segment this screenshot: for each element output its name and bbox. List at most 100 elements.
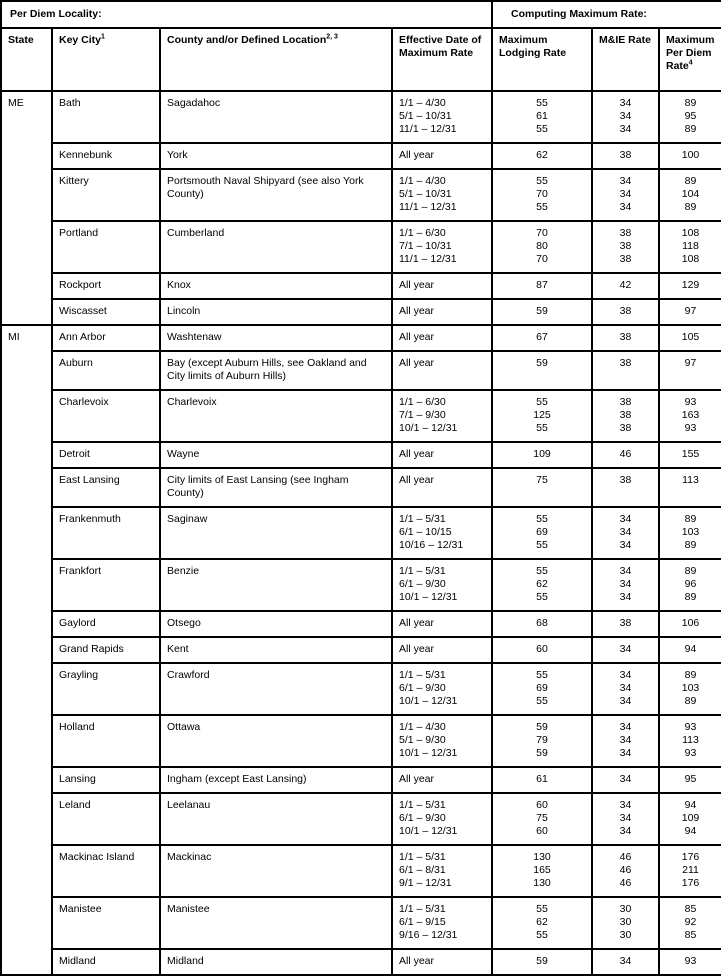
max-per-diem-cell-line: 96 bbox=[684, 578, 697, 590]
lodging-rate-cell: 62 bbox=[491, 142, 593, 170]
max-per-diem-cell-line: 105 bbox=[681, 331, 700, 343]
lodging-rate-cell-line: 70 bbox=[536, 188, 548, 200]
max-per-diem-cell-line: 89 bbox=[684, 539, 697, 551]
mie-rate-cell: 34 34 34 bbox=[591, 558, 660, 612]
effective-date-cell: 1/1 – 4/30 5/1 – 10/31 11/1 – 12/31 bbox=[391, 90, 493, 144]
key-city-cell: Auburn bbox=[51, 350, 161, 391]
lodging-rate-cell-line: 55 bbox=[536, 97, 548, 109]
lodging-rate-cell: 55 125 55 bbox=[491, 389, 593, 443]
lodging-rate-cell-line: 60 bbox=[536, 799, 548, 811]
effective-date-cell-line: 11/1 – 12/31 bbox=[399, 201, 457, 213]
effective-date-cell-line: 11/1 – 12/31 bbox=[399, 253, 457, 265]
mie-rate-cell-line: 34 bbox=[619, 682, 632, 694]
lodging-rate-cell-line: 130 bbox=[533, 851, 551, 863]
table-row: Grand Rapids Kent All year 60 34 94 bbox=[1, 636, 721, 664]
max-per-diem-cell: 93 163 93 bbox=[657, 389, 721, 443]
table-row: ME Bath Sagadahoc 1/1 – 4/30 5/1 – 10/31 11/1… bbox=[0, 90, 721, 326]
lodging-rate-cell-line: 59 bbox=[536, 955, 548, 967]
effective-date-cell: 1/1 – 5/31 6/1 – 8/31 9/1 – 12/31 bbox=[391, 844, 493, 898]
county-cell: Mackinac bbox=[159, 844, 393, 898]
column-header-state: State bbox=[0, 27, 53, 92]
mie-rate-cell: 38 bbox=[591, 610, 660, 638]
mie-rate-cell-line: 34 bbox=[619, 721, 632, 733]
county-cell: Wayne bbox=[159, 441, 393, 469]
lodging-rate-cell: 55 69 55 bbox=[491, 506, 593, 560]
mie-rate-cell: 34 34 34 bbox=[591, 506, 660, 560]
mie-rate-cell: 34 bbox=[591, 636, 660, 664]
lodging-rate-cell-line: 55 bbox=[536, 903, 548, 915]
effective-date-cell: 1/1 – 6/30 7/1 – 9/30 10/1 – 12/31 bbox=[391, 389, 493, 443]
effective-date-cell: All year bbox=[391, 766, 493, 794]
column-header-label: M&IE Rate bbox=[599, 34, 651, 46]
lodging-rate-cell-line: 55 bbox=[536, 565, 548, 577]
effective-date-cell-line: 1/1 – 5/31 bbox=[399, 903, 446, 915]
effective-date-cell: All year bbox=[391, 298, 493, 326]
table-row: Rockport Knox All year 87 42 129 bbox=[1, 272, 721, 300]
county-cell: Sagadahoc bbox=[159, 90, 393, 144]
mie-rate-cell: 34 34 34 bbox=[591, 792, 660, 846]
effective-date-cell: 1/1 – 5/31 6/1 – 9/30 10/1 – 12/31 bbox=[391, 558, 493, 612]
max-per-diem-cell-line: 95 bbox=[684, 773, 697, 785]
mie-rate-cell-line: 34 bbox=[619, 955, 632, 967]
footnote-marker: 2, 3 bbox=[326, 33, 338, 41]
key-city-cell: Manistee bbox=[51, 896, 161, 950]
mie-rate-cell-line: 38 bbox=[619, 227, 632, 239]
lodging-rate-cell-line: 55 bbox=[536, 591, 548, 603]
table-row: Holland Ottawa 1/1 – 4/30 5/1 – 9/30 10/1 – … bbox=[1, 714, 721, 768]
lodging-rate-cell-line: 87 bbox=[536, 279, 548, 291]
max-per-diem-cell: 93 bbox=[657, 948, 721, 976]
county-cell: Washtenaw bbox=[159, 324, 393, 352]
effective-date-cell: All year bbox=[391, 350, 493, 391]
max-per-diem-cell: 93 113 93 bbox=[657, 714, 721, 768]
max-per-diem-cell: 176 211 176 bbox=[657, 844, 721, 898]
table-row: MI Ann Arbor Washtenaw All year 67 38 105 bbox=[0, 324, 721, 976]
mie-rate-cell-line: 38 bbox=[619, 357, 632, 369]
lodging-rate-cell: 59 bbox=[491, 350, 593, 391]
max-per-diem-cell-line: 103 bbox=[681, 682, 700, 694]
mie-rate-cell: 34 bbox=[591, 766, 660, 794]
lodging-rate-cell: 55 62 55 bbox=[491, 558, 593, 612]
lodging-rate-cell: 59 79 59 bbox=[491, 714, 593, 768]
table-row: Lansing Ingham (except East Lansing) All y… bbox=[1, 766, 721, 794]
effective-date-cell: All year bbox=[391, 610, 493, 638]
max-per-diem-cell-line: 108 bbox=[681, 253, 700, 265]
effective-date-cell: All year bbox=[391, 272, 493, 300]
mie-rate-cell: 38 38 38 bbox=[591, 220, 660, 274]
max-per-diem-cell-line: 109 bbox=[681, 812, 700, 824]
mie-rate-cell-line: 34 bbox=[619, 578, 632, 590]
mie-rate-cell: 46 bbox=[591, 441, 660, 469]
lodging-rate-cell: 60 bbox=[491, 636, 593, 664]
mie-rate-cell-line: 38 bbox=[619, 409, 632, 421]
mie-rate-cell: 34 34 34 bbox=[591, 90, 660, 144]
max-per-diem-cell: 97 bbox=[657, 350, 721, 391]
max-per-diem-cell: 89 103 89 bbox=[657, 662, 721, 716]
mie-rate-cell-line: 34 bbox=[619, 591, 632, 603]
effective-date-cell-line: 7/1 – 10/31 bbox=[399, 240, 452, 252]
max-per-diem-cell: 155 bbox=[657, 441, 721, 469]
mie-rate-cell-line: 34 bbox=[619, 526, 632, 538]
per-diem-locality-heading: Per Diem Locality: bbox=[0, 0, 493, 29]
mie-rate-cell-line: 38 bbox=[619, 331, 632, 343]
effective-date-cell-line: 9/16 – 12/31 bbox=[399, 929, 458, 941]
table-row: Leland Leelanau 1/1 – 5/31 6/1 – 9/30 10/1 –… bbox=[1, 792, 721, 846]
effective-date-cell-line: 10/16 – 12/31 bbox=[399, 539, 464, 551]
max-per-diem-cell-line: 85 bbox=[684, 903, 697, 915]
max-per-diem-cell-line: 97 bbox=[684, 357, 697, 369]
mie-rate-cell-line: 38 bbox=[619, 617, 632, 629]
county-cell: Charlevoix bbox=[159, 389, 393, 443]
county-cell: Leelanau bbox=[159, 792, 393, 846]
key-city-cell: Wiscasset bbox=[51, 298, 161, 326]
column-header-label: Maximum Lodging Rate bbox=[499, 34, 567, 59]
column-header-label: State bbox=[8, 34, 34, 46]
effective-date-cell-line: 10/1 – 12/31 bbox=[399, 422, 458, 434]
effective-date-cell-line: 10/1 – 12/31 bbox=[399, 747, 458, 759]
effective-date-cell-line: 1/1 – 4/30 bbox=[399, 721, 446, 733]
lodging-rate-cell: 59 bbox=[491, 948, 593, 976]
table-row: Frankfort Benzie 1/1 – 5/31 6/1 – 9/30 10/1 … bbox=[1, 558, 721, 612]
lodging-rate-cell-line: 55 bbox=[536, 175, 548, 187]
max-per-diem-cell: 89 95 89 bbox=[657, 90, 721, 144]
lodging-rate-cell-line: 125 bbox=[533, 409, 551, 421]
max-per-diem-cell-line: 89 bbox=[684, 201, 697, 213]
mie-rate-cell: 38 bbox=[591, 350, 660, 391]
mie-rate-cell-line: 38 bbox=[619, 305, 632, 317]
